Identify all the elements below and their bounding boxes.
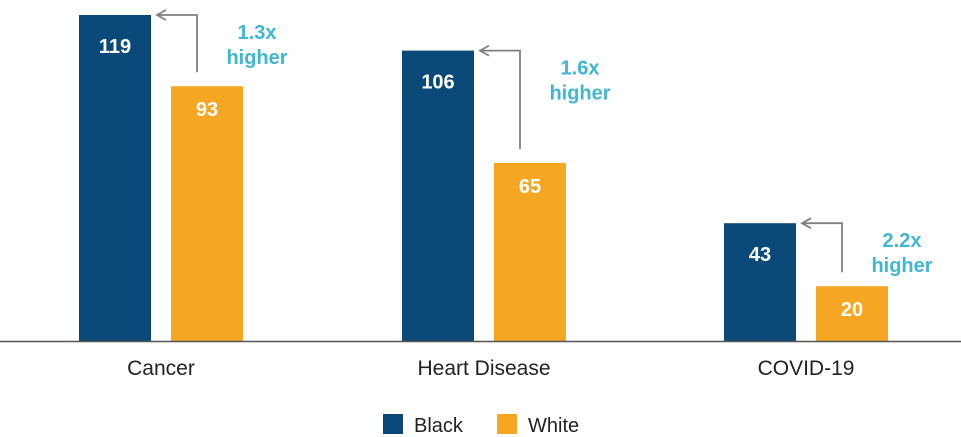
comparison-arrow-cancer: [155, 9, 198, 73]
bar-white-covid-19: [816, 286, 888, 341]
data-label-white-covid-19: 20: [841, 299, 863, 321]
category-label-heart-disease: Heart Disease: [417, 357, 550, 380]
bar-black-covid-19: [724, 223, 796, 341]
comparison-arrow-heart-disease: [478, 44, 521, 149]
category-label-covid-19: COVID-19: [758, 357, 855, 380]
bar-black-heart-disease: [402, 50, 474, 342]
annotation-ratio-covid-19: 2.2x: [883, 230, 922, 252]
bar-white-heart-disease: [494, 162, 566, 341]
bar-black-cancer: [79, 15, 151, 341]
category-label-cancer: Cancer: [127, 357, 195, 380]
data-label-white-cancer: 93: [196, 99, 218, 121]
data-label-white-heart-disease: 65: [519, 176, 541, 198]
comparison-arrow-covid-19: [800, 217, 843, 273]
annotation-word-covid-19: higher: [871, 255, 932, 277]
data-label-black-cancer: 119: [99, 36, 131, 58]
data-label-black-covid-19: 43: [749, 244, 771, 266]
annotation-word-cancer: higher: [226, 47, 287, 69]
annotations-group: 1.3x higher 1.6x higher 2.2x higher: [155, 9, 933, 277]
annotation-ratio-heart-disease: 1.6x: [561, 58, 600, 80]
data-label-black-heart-disease: 106: [421, 72, 454, 94]
legend-label-black: Black: [414, 415, 464, 437]
bars-group: [79, 15, 888, 342]
bar-white-cancer: [171, 86, 243, 341]
legend-label-white: White: [528, 415, 579, 437]
annotation-ratio-cancer: 1.3x: [238, 22, 277, 44]
bar-labels-group: 119 93 106 65 43 20: [99, 36, 863, 321]
category-labels-group: Cancer Heart Disease COVID-19: [127, 357, 854, 380]
legend-swatch-white: [497, 414, 517, 434]
annotation-word-heart-disease: higher: [549, 83, 610, 105]
legend-swatch-black: [383, 414, 403, 434]
legend: Black White: [383, 414, 579, 437]
